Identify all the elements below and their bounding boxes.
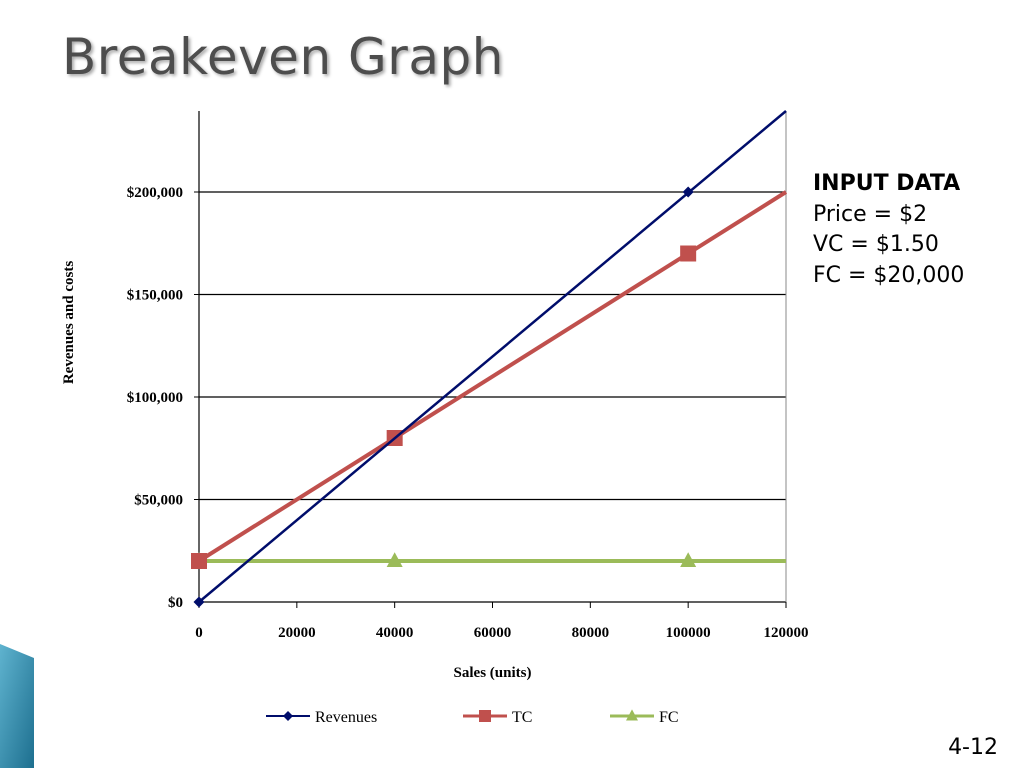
grid-lines [199, 191, 786, 501]
legend-marker [626, 709, 638, 721]
input-price: Price = $2 [813, 201, 928, 227]
slide-title: Breakeven Graph [62, 28, 504, 86]
y-axis-label: Revenues and costs [61, 261, 77, 385]
x-tick-label: 60000 [474, 625, 512, 641]
series-line-tc [197, 190, 788, 563]
x-tick-label: 40000 [376, 625, 414, 641]
legend-label: FC [659, 709, 679, 726]
legend-item-revenues: Revenues [266, 709, 377, 726]
legend-marker [479, 710, 491, 722]
point-revenues [193, 596, 205, 608]
x-tick-labels: 0 20000 40000 60000 80000 100000 120000 [195, 625, 808, 641]
series-fc [191, 552, 786, 567]
x-tick-label: 20000 [278, 625, 316, 641]
legend-marker [283, 711, 293, 721]
x-tick-label: 120000 [764, 625, 809, 641]
page-number: 4-12 [948, 735, 998, 760]
series-tc [191, 190, 788, 569]
legend: Revenues TC FC [266, 709, 679, 726]
series [191, 110, 788, 608]
y-tick-label: $50,000 [134, 493, 183, 509]
point-tc [191, 553, 207, 569]
x-tick-label: 0 [195, 625, 203, 641]
point-tc [680, 245, 697, 262]
x-tick-label: 80000 [572, 625, 610, 641]
y-tick-label: $150,000 [127, 288, 183, 304]
input-vc: VC = $1.50 [813, 232, 939, 257]
point-fc [386, 552, 403, 567]
legend-item-fc: FC [610, 709, 679, 726]
series-revenues [193, 110, 787, 608]
y-tick-labels: $0 $50,000 $100,000 $150,000 $200,000 [127, 185, 183, 611]
point-fc [680, 552, 697, 567]
y-tick-label: $100,000 [127, 390, 183, 406]
legend-label: TC [512, 709, 532, 726]
input-fc: FC = $20,000 [813, 262, 965, 288]
x-axis-label: Sales (units) [454, 665, 532, 681]
y-tick-label: $0 [168, 595, 183, 611]
legend-label: Revenues [315, 709, 377, 726]
y-tick-label: $200,000 [127, 185, 183, 201]
legend-item-tc: TC [463, 709, 532, 726]
input-data-box: INPUT DATA Price = $2 VC = $1.50 FC = $2… [813, 169, 964, 291]
corner-decoration [0, 644, 34, 768]
series-line-revenues [198, 110, 787, 603]
x-tick-label: 100000 [666, 625, 711, 641]
point-revenues [682, 186, 694, 198]
input-data-heading: INPUT DATA [813, 171, 961, 196]
